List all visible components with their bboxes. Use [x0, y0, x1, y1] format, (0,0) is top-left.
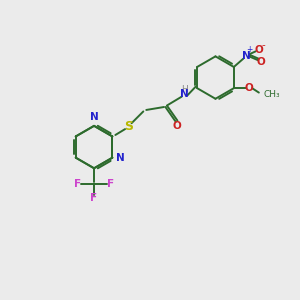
Text: O: O [173, 121, 182, 131]
Text: F: F [74, 179, 81, 190]
Text: H: H [181, 85, 188, 94]
Text: N: N [90, 112, 98, 122]
Text: -: - [262, 40, 266, 50]
Text: N: N [242, 51, 250, 61]
Text: O: O [256, 57, 265, 67]
Text: O: O [244, 83, 253, 93]
Text: O: O [254, 45, 263, 55]
Text: N: N [116, 153, 125, 163]
Text: CH₃: CH₃ [264, 90, 280, 99]
Text: S: S [124, 120, 133, 133]
Text: N: N [180, 89, 189, 99]
Text: F: F [91, 193, 98, 203]
Text: F: F [107, 179, 114, 190]
Text: +: + [247, 45, 253, 54]
